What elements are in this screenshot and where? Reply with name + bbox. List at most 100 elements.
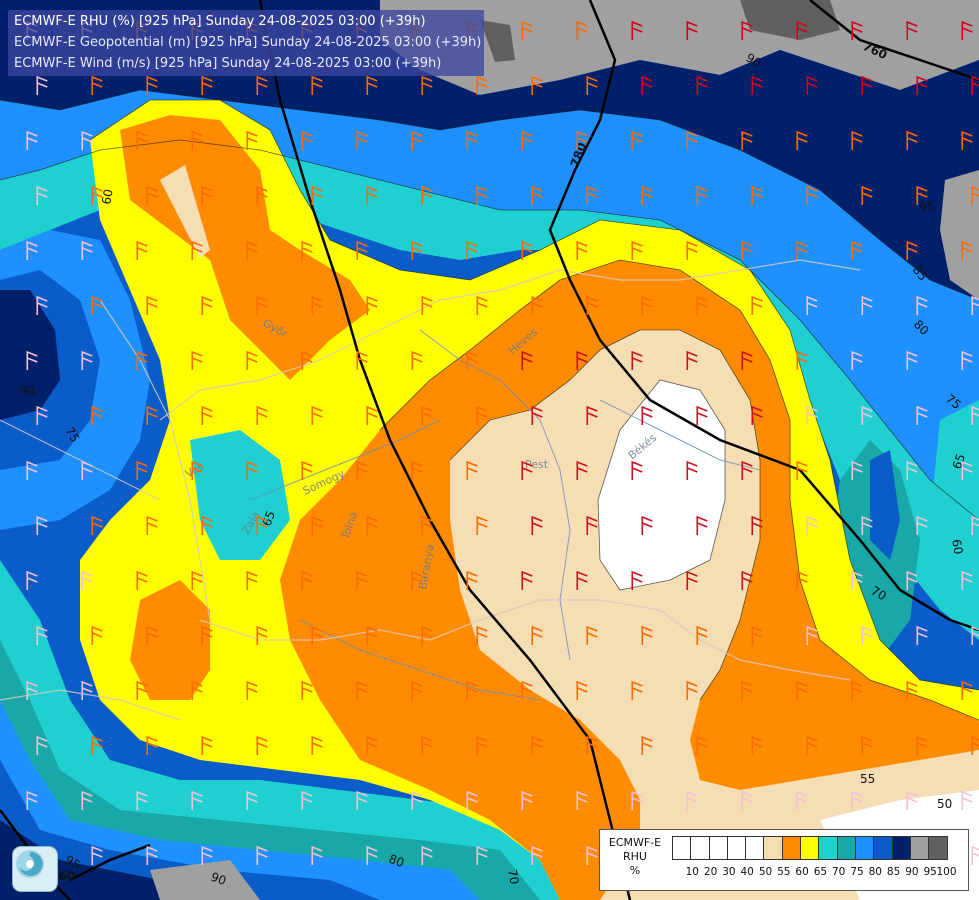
wind-barb <box>136 680 148 700</box>
rhu-contour-label: 65 <box>260 509 278 528</box>
wind-barb <box>906 20 918 40</box>
wind-barb <box>36 295 48 315</box>
wind-barb <box>191 240 203 260</box>
rhu-contour-label: 90 <box>20 384 35 398</box>
wind-barb <box>421 405 433 425</box>
rhu-contour-label: 90 <box>744 50 764 70</box>
legend-swatch <box>727 837 747 859</box>
wind-barb <box>586 515 598 535</box>
rhu-zone-55-north <box>160 165 210 258</box>
wind-barb <box>961 130 973 150</box>
wind-barb <box>796 790 808 810</box>
wind-barb <box>246 350 258 370</box>
wind-barb <box>26 790 38 810</box>
legend-tick: 85 <box>886 866 901 878</box>
wind-barb <box>191 680 203 700</box>
wind-barb <box>201 405 213 425</box>
wind-barb <box>576 680 588 700</box>
wind-barb <box>906 460 918 480</box>
wind-barb <box>631 680 643 700</box>
legend-swatch <box>819 837 838 859</box>
wind-barb <box>576 130 588 150</box>
legend-swatch <box>892 837 911 859</box>
wind-barb <box>741 790 753 810</box>
wind-barb <box>311 295 323 315</box>
wind-barb <box>906 350 918 370</box>
wind-barb <box>476 295 488 315</box>
wind-barb <box>476 625 488 645</box>
title-wind: ECMWF-E Wind (m/s) [925 hPa] Sunday 24-0… <box>14 56 442 71</box>
wind-barb <box>851 130 863 150</box>
wind-barb <box>36 735 48 755</box>
wind-barb <box>356 240 368 260</box>
wind-barb <box>631 790 643 810</box>
legend-tick: 90 <box>905 866 919 878</box>
wind-barb <box>356 680 368 700</box>
wind-barb <box>696 185 708 205</box>
rhu-zone-80-south <box>0 700 480 900</box>
wind-barb <box>466 350 478 370</box>
wind-barb <box>741 460 753 480</box>
wind-barb <box>256 845 268 865</box>
rhu-contour-label: 60 <box>99 188 115 205</box>
wind-barb <box>146 295 158 315</box>
rhu-contour-label: 75 <box>62 425 82 445</box>
wind-barb <box>256 625 268 645</box>
wind-barb <box>751 295 763 315</box>
wind-barb <box>201 845 213 865</box>
wind-barb <box>696 515 708 535</box>
wind-barb <box>256 75 268 95</box>
wind-barb <box>586 845 598 865</box>
wind-barb <box>311 185 323 205</box>
wind-barb <box>201 295 213 315</box>
wind-barb <box>851 350 863 370</box>
wind-barb <box>136 240 148 260</box>
wind-barb <box>476 75 488 95</box>
wind-barb <box>631 130 643 150</box>
wind-barb <box>366 735 378 755</box>
wind-barb <box>531 625 543 645</box>
wind-barb <box>806 625 818 645</box>
wind-barb <box>91 405 103 425</box>
legend-ticks: 10 20 30 40 50 55 60 65 70 75 80 85 90 95 100 <box>672 866 968 882</box>
wind-barb <box>146 75 158 95</box>
rhu-zone-100b <box>480 20 515 62</box>
legend-swatch <box>746 837 765 859</box>
wind-barb <box>466 460 478 480</box>
wind-barb <box>301 570 313 590</box>
wind-barb <box>466 240 478 260</box>
legend-label: ECMWF-E RHU % <box>604 836 666 878</box>
wind-barb <box>806 295 818 315</box>
wind-barb <box>906 130 918 150</box>
wind-barb <box>521 350 533 370</box>
wind-barb <box>861 185 873 205</box>
wind-barb <box>421 735 433 755</box>
wind-barb <box>586 75 598 95</box>
wind-barb <box>36 405 48 425</box>
wind-barb <box>421 295 433 315</box>
wind-barb <box>411 570 423 590</box>
legend-swatch <box>837 837 856 859</box>
wind-barb <box>906 790 918 810</box>
wind-barb <box>136 790 148 810</box>
rhu-zone-85-east <box>870 450 900 560</box>
title-rhu: ECMWF-E RHU (%) [925 hPa] Sunday 24-08-2… <box>14 14 426 29</box>
legend-tick: 55 <box>777 866 791 878</box>
wind-barb <box>961 20 973 40</box>
legend-swatch <box>801 837 820 859</box>
wind-barb <box>476 845 488 865</box>
wind-barb <box>366 515 378 535</box>
wind-barb <box>586 735 598 755</box>
wind-barb <box>741 130 753 150</box>
wind-barb <box>191 570 203 590</box>
wind-barb <box>961 570 973 590</box>
wind-barb <box>851 20 863 40</box>
wind-barb <box>916 185 928 205</box>
wind-barb <box>201 515 213 535</box>
wind-barb <box>256 515 268 535</box>
wind-barb <box>146 845 158 865</box>
wind-barb <box>301 350 313 370</box>
wind-barb <box>356 350 368 370</box>
rhu-contour-label: 95 <box>918 199 935 215</box>
